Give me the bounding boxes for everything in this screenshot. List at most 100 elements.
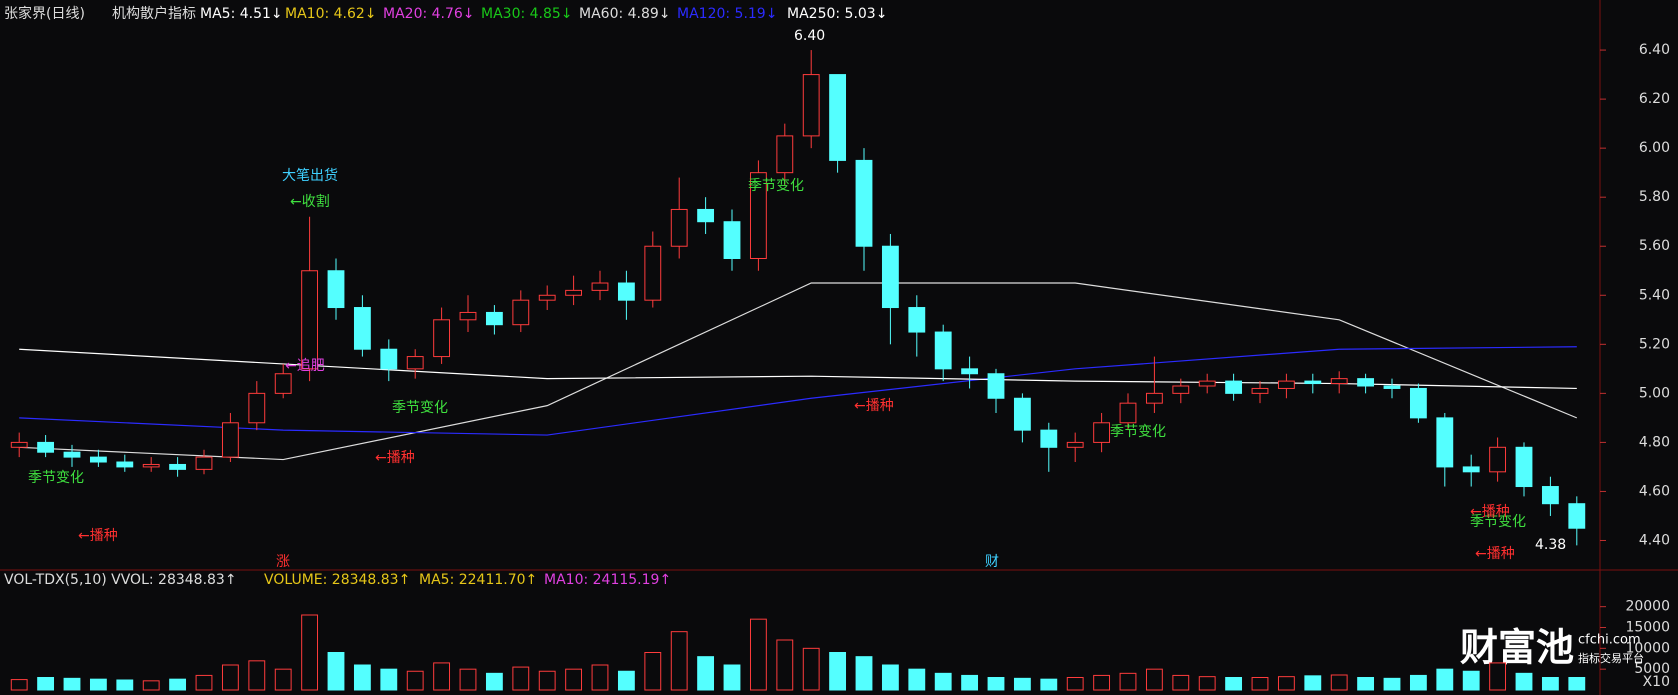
candle-body (855, 159, 873, 247)
volume-bar (10, 679, 28, 691)
volume-bar (697, 656, 715, 691)
candle-body (776, 135, 794, 174)
candle-body (221, 422, 239, 458)
y-tick-label: 5.00 (1639, 385, 1670, 401)
volume-bar (1330, 674, 1348, 691)
y-tick-label: 6.20 (1639, 91, 1670, 107)
candle-body (37, 441, 55, 453)
candle-body (1330, 378, 1348, 385)
volume-bar (617, 670, 635, 691)
ma-label: MA20: 4.76↓ (383, 6, 475, 22)
volume-bar (1409, 674, 1427, 691)
candle-body (301, 270, 319, 370)
candle-body (749, 172, 767, 259)
volume-bar (1225, 677, 1243, 691)
annotation: 季节变化 (1470, 514, 1526, 530)
volume-tick-label: 20000 (1625, 599, 1670, 615)
volume-bar (406, 670, 424, 691)
watermark: 财富池 cfchi.com 指标交易平台 (1460, 626, 1644, 670)
annotation: ←播种 (78, 528, 118, 544)
candle-body (1251, 387, 1269, 394)
candle-body (1198, 380, 1216, 387)
candle-body (10, 441, 28, 448)
annotation: 6.40 (794, 28, 825, 44)
candle-body (485, 311, 503, 326)
chart-title: 张家界(日线) (4, 5, 85, 22)
y-tick-label: 5.60 (1639, 238, 1670, 254)
candle-body (248, 392, 266, 424)
candle-body (1462, 466, 1480, 473)
candle-body (169, 463, 187, 470)
volume-bar (485, 672, 503, 691)
y-tick-label: 5.80 (1639, 189, 1670, 205)
candle-body (617, 282, 635, 301)
volume-bar (1568, 677, 1586, 691)
candle-body (1225, 380, 1243, 394)
annotation: ←播种 (1475, 546, 1515, 562)
y-tick-label: 4.40 (1639, 532, 1670, 548)
volume-header: MA5: 22411.70↑ (419, 572, 537, 588)
candle-body (1515, 446, 1533, 488)
candle-body (406, 356, 424, 370)
volume-bar (644, 652, 662, 691)
annotation: 大笔出货 (282, 167, 338, 184)
candle-body (881, 245, 899, 309)
volume-tick-label: 15000 (1625, 620, 1670, 636)
candle-body (1489, 446, 1507, 473)
candle-body (961, 368, 979, 375)
annotation: 季节变化 (28, 470, 84, 486)
volume-bar (1383, 677, 1401, 691)
candle-body (1383, 385, 1401, 389)
volume-bar (63, 677, 81, 691)
volume-bar (142, 680, 160, 691)
volume-bar (169, 678, 187, 691)
candle-body (591, 282, 609, 291)
annotation: 季节变化 (1110, 424, 1166, 440)
volume-bar (749, 618, 767, 691)
y-tick-label: 4.80 (1639, 434, 1670, 450)
candle-body (987, 373, 1005, 399)
volume-bar (459, 668, 477, 691)
ma-label: MA250: 5.03↓ (787, 6, 887, 22)
volume-bar (1013, 677, 1031, 691)
volume-bar (1515, 672, 1533, 691)
candle-body (723, 221, 741, 259)
volume-bar (1145, 668, 1163, 691)
annotation: 涨 (276, 554, 290, 570)
volume-tick-label: 10000 (1625, 640, 1670, 656)
volume-bar (565, 668, 583, 691)
candle-body (644, 245, 662, 301)
volume-bar (776, 639, 794, 691)
volume-bar (1304, 675, 1322, 691)
candle-body (353, 307, 371, 350)
watermark-brand: 财富池 (1460, 626, 1574, 670)
candle-body (63, 451, 81, 458)
ma-label: MA10: 4.62↓ (285, 6, 377, 22)
volume-bar (37, 677, 55, 691)
candle-body (274, 373, 292, 394)
volume-bar (1119, 672, 1137, 691)
volume-bar (802, 647, 820, 691)
y-tick-label: 5.40 (1639, 287, 1670, 303)
volume-header: VOLUME: 28348.83↑ (264, 572, 410, 588)
ma-label: MA30: 4.85↓ (481, 6, 573, 22)
annotation: 季节变化 (748, 178, 804, 194)
candle-body (1093, 422, 1111, 443)
volume-bar (248, 660, 266, 691)
volume-bar (195, 674, 213, 691)
volume-bar (1541, 677, 1559, 691)
volume-bar (1040, 678, 1058, 691)
candle-body (565, 289, 583, 296)
annotation: 财 (985, 554, 999, 570)
annotation: ←播种 (854, 398, 894, 414)
watermark-site: cfchi.com (1578, 633, 1641, 648)
volume-bar (961, 674, 979, 691)
ma-line (19, 282, 1578, 461)
volume-header: VOL-TDX(5,10) VVOL: 28348.83↑ (4, 572, 237, 588)
y-tick-label: 6.00 (1639, 140, 1670, 156)
candle-body (802, 74, 820, 137)
volume-bar (301, 614, 319, 691)
annotation: ←播种 (375, 450, 415, 466)
volume-bar (723, 664, 741, 691)
y-tick-label: 5.20 (1639, 336, 1670, 352)
